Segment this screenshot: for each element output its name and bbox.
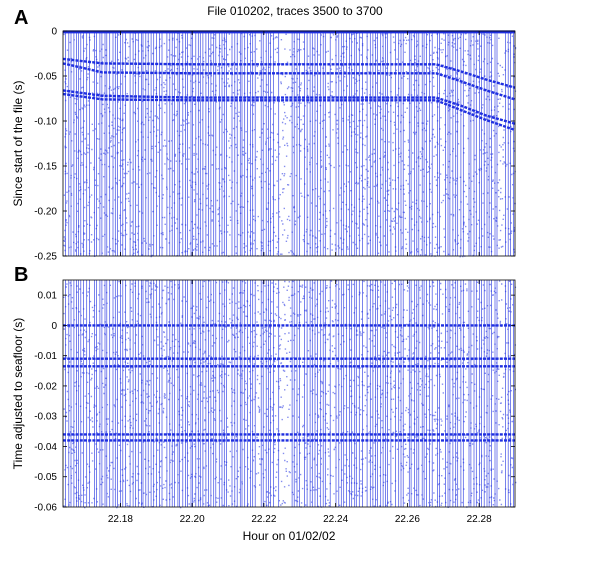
x-tick-label: 22.26 bbox=[395, 514, 420, 525]
y-tick-label: -0.04 bbox=[34, 442, 57, 453]
reflector-series-1 bbox=[62, 57, 516, 89]
y-tick-label: 0 bbox=[51, 321, 57, 332]
y-tick-label: -0.25 bbox=[34, 252, 57, 263]
chart-title: File 010202, traces 3500 to 3700 bbox=[207, 4, 383, 18]
x-tick-label: 22.20 bbox=[180, 514, 205, 525]
y-tick-label: -0.15 bbox=[34, 162, 57, 173]
x-axis-label: Hour on 01/02/02 bbox=[243, 529, 336, 543]
panel-a-plot: 0 -0.05 -0.10 -0.15 -0.20 -0.25 Since start of… bbox=[11, 27, 517, 263]
y-tick-label: -0.06 bbox=[34, 503, 57, 514]
speckle-set bbox=[63, 280, 517, 509]
y-tick-label: -0.03 bbox=[34, 412, 57, 423]
y-axis-label: Time adjusted to seafloor (s) bbox=[11, 318, 25, 470]
reflector-series-2 bbox=[62, 62, 516, 101]
plot-frame bbox=[62, 279, 516, 508]
plot-frame bbox=[62, 30, 516, 257]
reflector-series-3 bbox=[62, 89, 516, 125]
noise-speckle bbox=[63, 280, 517, 509]
y-tick-label: -0.01 bbox=[34, 351, 57, 362]
panel-a-label: A bbox=[14, 7, 28, 29]
x-tick-label: 22.22 bbox=[251, 514, 276, 525]
y-axis-label: Since start of the file (s) bbox=[11, 80, 25, 206]
panel-b-plot: 0.01 0 -0.01 -0.02 -0.03 -0.04 -0.05 -0.06 22.18… bbox=[11, 279, 517, 543]
y-tick-label: -0.10 bbox=[34, 117, 57, 128]
reflector-series-4 bbox=[62, 92, 516, 132]
panel-b-label: B bbox=[14, 264, 28, 286]
x-tick-label: 22.24 bbox=[323, 514, 348, 525]
y-tick-label: -0.02 bbox=[34, 381, 57, 392]
x-tick-label: 22.18 bbox=[108, 514, 133, 525]
y-tick-label: -0.20 bbox=[34, 207, 57, 218]
y-tick-label: 0 bbox=[51, 27, 57, 38]
y-tick-label: -0.05 bbox=[34, 472, 57, 483]
x-tick-label: 22.28 bbox=[467, 514, 492, 525]
y-tick-label: -0.05 bbox=[34, 72, 57, 83]
y-tick-label: 0.01 bbox=[38, 291, 58, 302]
